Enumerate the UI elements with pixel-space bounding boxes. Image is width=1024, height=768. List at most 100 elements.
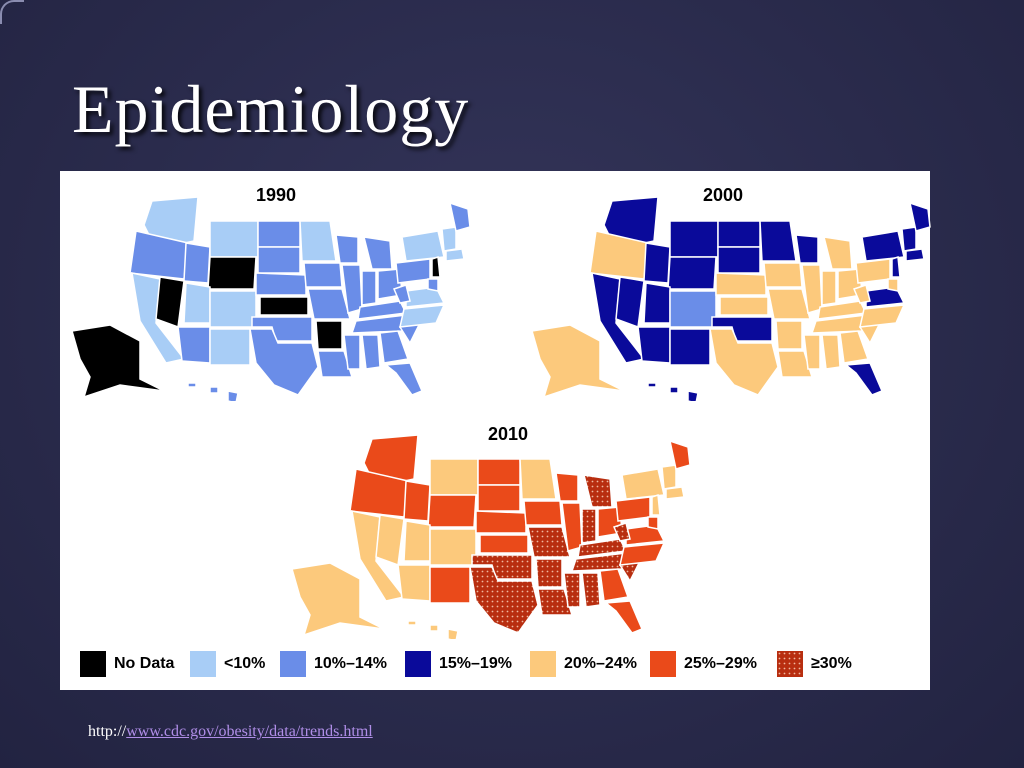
state-co-2010 <box>429 528 477 566</box>
legend-swatch <box>777 651 803 677</box>
state-md-2000 <box>887 278 899 292</box>
state-az-1990 <box>177 326 211 364</box>
state-md-1990 <box>427 278 439 292</box>
state-mi-1990 <box>362 236 393 270</box>
state-mt-2000 <box>669 220 719 258</box>
state-nd-2010 <box>477 458 521 486</box>
legend-item-15-19: 15%–19% <box>405 651 512 677</box>
legend-swatch <box>405 651 431 677</box>
state-hi-1-1990 <box>187 382 197 388</box>
state-in-2000 <box>821 270 837 306</box>
state-az-2010 <box>397 564 431 602</box>
state-mt-2010 <box>429 458 479 496</box>
state-ga-1990 <box>379 330 410 364</box>
state-hi-1-2000 <box>647 382 657 388</box>
map-2010 <box>291 434 691 639</box>
state-nc-2010 <box>619 542 666 566</box>
state-nd-2000 <box>717 220 761 248</box>
state-mn-2000 <box>759 220 797 262</box>
state-ma-1990 <box>445 248 465 262</box>
state-nv-2000 <box>615 276 645 329</box>
state-sd-2010 <box>477 484 521 512</box>
state-nm-1990 <box>209 328 251 366</box>
state-al-2010 <box>581 572 601 608</box>
state-me-2010 <box>668 439 691 470</box>
state-tx-1990 <box>249 328 319 396</box>
state-nj-1990 <box>431 255 441 278</box>
legend-item-30-plus: ≥30% <box>777 651 852 677</box>
legend-swatch <box>80 651 106 677</box>
state-hi-2-2010 <box>429 624 439 632</box>
state-me-1990 <box>448 201 471 232</box>
state-nc-1990 <box>399 304 446 328</box>
state-sd-2000 <box>717 246 761 274</box>
state-mt-1990 <box>209 220 259 258</box>
state-ny-2000 <box>861 230 905 262</box>
slide-title: Epidemiology <box>72 71 470 147</box>
legend-item-no-data: No Data <box>80 651 174 677</box>
state-id-1990 <box>183 242 211 284</box>
state-fl-2000 <box>844 362 883 396</box>
legend-label: 10%–14% <box>314 655 387 672</box>
state-ar-2010 <box>535 558 563 588</box>
state-hi-3-2000 <box>687 390 699 401</box>
state-wv-2000 <box>852 284 871 304</box>
state-ny-2010 <box>621 468 665 500</box>
state-nv-2010 <box>375 514 405 567</box>
state-fl-2010 <box>604 600 643 634</box>
state-wi-1990 <box>335 234 359 264</box>
state-al-1990 <box>361 334 381 370</box>
state-wi-2010 <box>555 472 579 502</box>
state-az-2000 <box>637 326 671 364</box>
slide-corner-ornament <box>0 0 24 24</box>
state-mi-2000 <box>822 236 853 270</box>
state-ak-2000 <box>531 324 625 399</box>
state-ar-1990 <box>315 320 343 350</box>
state-hi-3-1990 <box>227 390 239 401</box>
legend: No Data <10% 10%–14% 15%–19% 20%–24% 25%… <box>80 649 920 679</box>
state-nv-1990 <box>155 276 185 329</box>
state-tx-2000 <box>709 328 779 396</box>
state-wi-2000 <box>795 234 819 264</box>
state-hi-3-2010 <box>447 628 459 639</box>
state-sd-1990 <box>257 246 301 274</box>
legend-label: ≥30% <box>811 655 852 672</box>
state-wy-1990 <box>207 256 257 290</box>
state-ut-1990 <box>183 282 211 324</box>
state-ny-1990 <box>401 230 445 262</box>
state-pa-2000 <box>855 258 891 284</box>
legend-item-25-29: 25%–29% <box>650 651 757 677</box>
legend-item-under-10: <10% <box>190 651 265 677</box>
state-nc-2000 <box>859 304 906 328</box>
state-al-2000 <box>821 334 841 370</box>
state-pa-2010 <box>615 496 651 522</box>
state-in-1990 <box>361 270 377 306</box>
state-nd-1990 <box>257 220 301 248</box>
state-nm-2010 <box>429 566 471 604</box>
state-ma-2010 <box>665 486 685 500</box>
map-panel: 1990 <box>60 171 931 690</box>
legend-label: 25%–29% <box>684 655 757 672</box>
state-mn-1990 <box>299 220 337 262</box>
legend-label: No Data <box>114 655 175 672</box>
state-vt-nh-1990 <box>441 226 457 252</box>
source-prefix: http:// <box>88 723 127 740</box>
state-vt-nh-2000 <box>901 226 917 252</box>
state-ms-2000 <box>803 334 821 370</box>
source-link[interactable]: www.cdc.gov/obesity/data/trends.html <box>126 723 373 740</box>
state-wv-2010 <box>612 522 631 542</box>
state-nj-2010 <box>651 493 661 516</box>
state-fl-1990 <box>384 362 423 396</box>
state-ne-2000 <box>715 272 767 296</box>
state-ms-2010 <box>563 572 581 608</box>
legend-label: 20%–24% <box>564 655 637 672</box>
state-wv-1990 <box>392 284 411 304</box>
state-nm-2000 <box>669 328 711 366</box>
state-ia-2000 <box>763 262 803 288</box>
map-1990-year-label: 1990 <box>256 185 297 205</box>
state-ia-1990 <box>303 262 343 288</box>
state-ks-2000 <box>719 296 769 316</box>
state-id-2000 <box>643 242 671 284</box>
legend-swatch <box>530 651 556 677</box>
state-ak-1990 <box>71 324 165 399</box>
